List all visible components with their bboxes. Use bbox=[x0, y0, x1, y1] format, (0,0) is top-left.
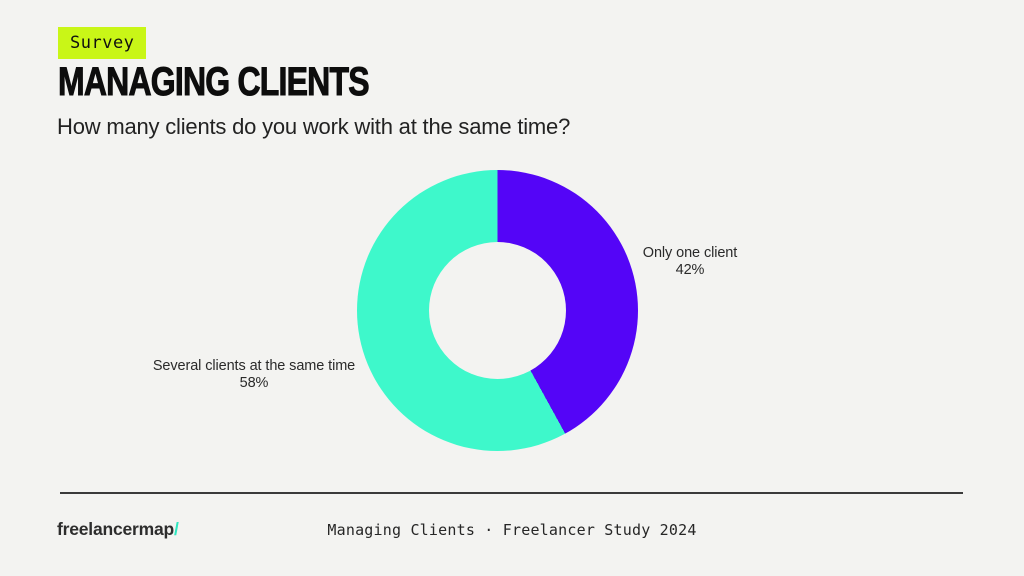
slice-label-text: Only one client bbox=[642, 245, 738, 261]
survey-badge: Survey bbox=[58, 27, 147, 59]
slice-label-text: Several clients at the same time bbox=[152, 358, 356, 374]
logo-text: freelancermap bbox=[57, 519, 175, 539]
slice-label-several-clients: Several clients at the same time 58% bbox=[104, 358, 404, 392]
donut-hole bbox=[429, 242, 566, 379]
chart-question: How many clients do you work with at the… bbox=[57, 114, 571, 139]
slice-label-only-one-client: Only one client 42% bbox=[610, 245, 770, 279]
page-title: MANAGING CLIENTS bbox=[58, 60, 370, 104]
footer-divider bbox=[60, 492, 963, 494]
footer-caption: Managing Clients · Freelancer Study 2024 bbox=[327, 521, 697, 539]
donut-chart bbox=[357, 170, 638, 451]
logo-slash-icon: / bbox=[174, 519, 179, 539]
slice-value: 42% bbox=[675, 262, 705, 278]
slice-value: 58% bbox=[239, 375, 269, 391]
freelancermap-logo: freelancermap/ bbox=[57, 519, 179, 540]
